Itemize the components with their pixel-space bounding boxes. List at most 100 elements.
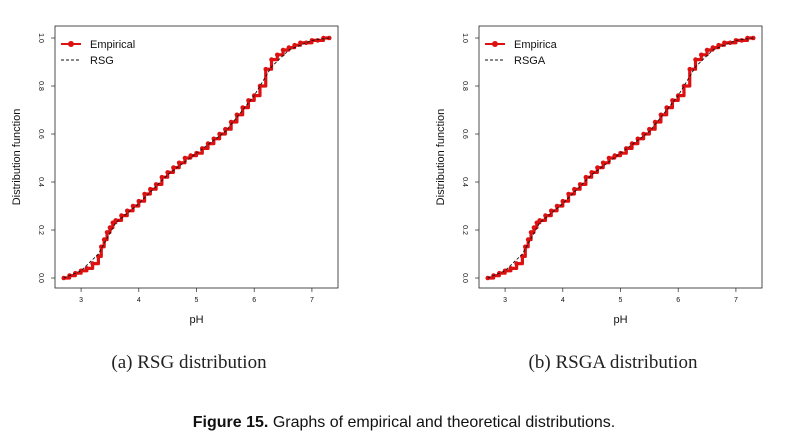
y-tick-label: 0.2 — [37, 225, 44, 235]
empirical-point — [687, 66, 693, 72]
y-tick-label: 0.6 — [37, 129, 44, 139]
empirical-point — [710, 45, 716, 50]
empirical-point — [303, 40, 309, 46]
empirical-point — [629, 141, 635, 146]
y-tick-label: 0.2 — [461, 225, 468, 235]
empirical-point — [606, 155, 612, 161]
theoretical-line — [63, 37, 330, 279]
empirical-point — [274, 52, 280, 58]
empirical-point — [104, 230, 110, 235]
subfigure-label: (a) RSG distribution — [111, 352, 267, 373]
empirical-point — [693, 57, 698, 62]
empirical-point — [257, 83, 263, 89]
empirical-point — [153, 182, 159, 187]
x-tick-label: 6 — [676, 297, 680, 304]
caption-label: Figure 15. — [192, 414, 269, 431]
empirical-point — [84, 266, 90, 271]
legend-theoretical-label: RSG — [90, 55, 114, 67]
empirical-point — [98, 244, 104, 250]
empirical-point — [531, 225, 537, 230]
empirical-point — [508, 266, 514, 271]
empirical-point — [286, 45, 292, 50]
y-tick-label: 0.6 — [461, 129, 468, 139]
empirical-point — [745, 35, 750, 41]
empirical-point — [560, 198, 566, 204]
caption-text: Graphs of empirical and theoretical dist… — [272, 414, 616, 431]
empirical-point — [528, 230, 534, 235]
x-tick-label: 5 — [195, 297, 199, 304]
y-axis-label: Distribution function — [435, 109, 447, 206]
empirical-point — [211, 136, 217, 142]
empirical-point — [704, 47, 710, 53]
y-tick-label: 0.0 — [37, 273, 44, 283]
x-tick-label: 4 — [561, 297, 565, 304]
x-tick-label: 7 — [734, 297, 738, 304]
empirical-point — [577, 182, 583, 187]
empirical-point — [280, 47, 286, 53]
empirical-point — [136, 198, 142, 204]
empirical-point — [652, 119, 658, 125]
empirical-point — [716, 42, 721, 48]
empirical-point — [514, 261, 519, 266]
legend-empirical-label: Empirica — [514, 39, 558, 51]
panel-a: 3 4 5 6 7 0.0 0.2 0.4 0.6 0.8 1.0 pH Distribution fu… — [11, 25, 339, 373]
empirical-point — [171, 165, 176, 170]
empirical-point — [182, 155, 188, 161]
empirical-point — [269, 57, 274, 62]
empirical-point — [142, 191, 147, 197]
empirical-point — [107, 225, 113, 230]
y-tick-label: 0.4 — [461, 177, 468, 187]
empirical-point — [176, 160, 182, 166]
subfigure-label: (b) RSGA distribution — [529, 352, 698, 373]
legend-empirical-marker — [492, 41, 498, 47]
y-axis-label: Distribution function — [11, 109, 23, 206]
empirical-line — [487, 36, 754, 280]
figure-caption: Figure 15. Graphs of empirical and theor… — [0, 414, 808, 432]
empirical-point — [263, 66, 269, 72]
empirical-point — [321, 35, 326, 41]
x-axis-label: pH — [613, 314, 627, 326]
empirical-point — [217, 131, 222, 137]
empirical-point — [641, 131, 646, 137]
y-tick-label: 0.8 — [37, 81, 44, 91]
x-tick-label: 5 — [619, 297, 623, 304]
y-tick-label: 0.8 — [461, 81, 468, 91]
empirical-point — [205, 141, 211, 146]
empirical-point — [159, 174, 165, 180]
empirical-point — [647, 126, 652, 132]
empirical-point — [315, 38, 320, 43]
empirical-point — [520, 254, 525, 259]
x-tick-label: 7 — [310, 297, 314, 304]
empirical-point — [681, 83, 687, 89]
legend-empirical-marker — [68, 41, 74, 47]
empirical-point — [566, 191, 571, 197]
empirical-point — [600, 160, 606, 166]
empirical-point — [612, 153, 618, 158]
empirical-point — [698, 52, 704, 58]
empirical-point — [292, 42, 297, 48]
empirical-point — [522, 244, 528, 250]
legend-empirical-label: Empirical — [90, 39, 135, 51]
empirical-point — [722, 40, 727, 46]
x-tick-label: 6 — [252, 297, 256, 304]
empirical-point — [326, 35, 332, 41]
panel-b: 3 4 5 6 7 0.0 0.2 0.4 0.6 0.8 1.0 pH Distribution fu… — [435, 25, 763, 373]
empirical-point — [223, 126, 228, 132]
empirical-line — [63, 36, 330, 280]
empirical-point — [90, 261, 95, 266]
x-tick-label: 4 — [137, 297, 141, 304]
x-tick-label: 3 — [79, 297, 83, 304]
empirical-point — [188, 153, 194, 158]
empirical-point — [96, 254, 101, 259]
y-tick-label: 0.0 — [461, 273, 468, 283]
empirical-point — [298, 40, 303, 46]
y-tick-label: 1.0 — [461, 33, 468, 43]
empirical-point — [739, 38, 744, 43]
empirical-point — [228, 119, 234, 125]
y-tick-label: 0.4 — [37, 177, 44, 187]
empirical-point — [635, 136, 641, 142]
y-tick-label: 1.0 — [37, 33, 44, 43]
legend-theoretical-label: RSGA — [514, 55, 546, 67]
theoretical-line — [487, 37, 754, 279]
